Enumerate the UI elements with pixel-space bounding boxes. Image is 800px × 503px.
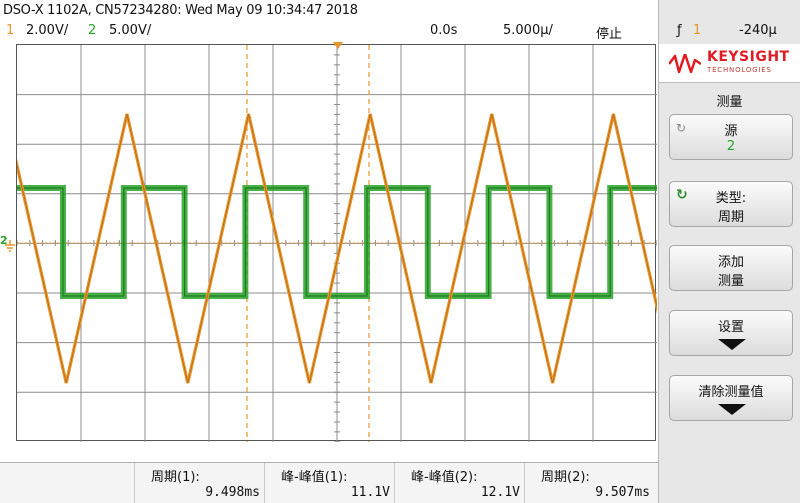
measurement-vpp-2: 峰-峰值(2): 12.1V [394,463,524,503]
waveform-canvas [3,44,737,443]
status-bar: DSO-X 1102A, CN57234280: Wed May 09 10:3… [0,0,658,44]
scope-title: DSO-X 1102A, CN57234280: Wed May 09 10:3… [3,3,358,18]
measurement-period-2: 周期(2): 9.507ms [524,463,654,503]
add-measurement-softkey[interactable]: 添加 测量 [669,245,793,291]
trigger-level: -240µ [739,23,777,38]
trigger-edge-icon: ƒ [677,23,682,38]
clear-label: 清除测量值 [698,385,764,400]
ch2-number: 2 [88,23,97,38]
trigger-source: 1 [693,23,702,38]
ch1-number: 1 [6,23,15,38]
type-softkey[interactable]: ↻ 类型: 周期 [669,181,793,227]
clear-measurements-softkey[interactable]: 清除测量值 [669,375,793,421]
brand-area: KEYSIGHT TECHNOLOGIES [659,44,800,83]
run-state: 停止 [596,27,623,42]
measurement-label: 周期(1): [151,470,200,485]
settings-softkey[interactable]: 设置 [669,310,793,356]
source-label: 源 [724,124,738,139]
trigger-position-marker-icon [333,42,343,49]
time-offset: 0.0s [430,23,458,38]
source-value: 2 [726,139,736,154]
ground-icon [5,240,15,252]
waveform-display [3,44,737,443]
measurement-value: 12.1V [480,485,520,500]
keysight-logo-icon [669,54,701,74]
softkey-panel: ƒ 1 -240µ KEYSIGHT TECHNOLOGIES 测量 ↻ 源 2… [658,0,800,503]
measurement-value: 9.498ms [205,485,260,500]
arrow-down-icon [718,339,746,350]
arrow-down-icon [718,404,746,415]
ch2-ground-marker: 2 [0,234,8,247]
add-line1: 添加 [717,255,744,270]
measurement-vpp-1: 峰-峰值(1): 11.1V [264,463,394,503]
entry-knob-icon: ↻ [676,121,687,135]
entry-knob-active-icon: ↻ [676,187,688,203]
ch2-square-wave-core [17,187,657,297]
add-line2: 测量 [717,274,744,289]
measurement-value: 11.1V [350,485,390,500]
measurement-period-1: 周期(1): 9.498ms [134,463,264,503]
menu-title: 测量 [716,95,743,110]
ch1-triangle-wave-core [5,113,736,384]
ch1-scale: 2.00V/ [26,23,69,38]
settings-label: 设置 [717,320,744,335]
ch2-scale: 5.00V/ [109,23,152,38]
measurement-label: 周期(2): [541,470,590,485]
measurement-bar: 周期(1): 9.498ms 峰-峰值(1): 11.1V 峰-峰值(2): 1… [0,462,658,503]
timebase: 5.000µ/ [503,23,553,38]
measurement-value: 9.507ms [595,485,650,500]
brand-name: KEYSIGHT [707,49,790,65]
type-value: 周期 [717,210,744,225]
brand-sub: TECHNOLOGIES [707,66,772,74]
type-label: 类型: [715,191,747,206]
measurement-label: 峰-峰值(1): [281,470,348,485]
source-softkey[interactable]: ↻ 源 2 [669,114,793,160]
measurement-label: 峰-峰值(2): [411,470,478,485]
